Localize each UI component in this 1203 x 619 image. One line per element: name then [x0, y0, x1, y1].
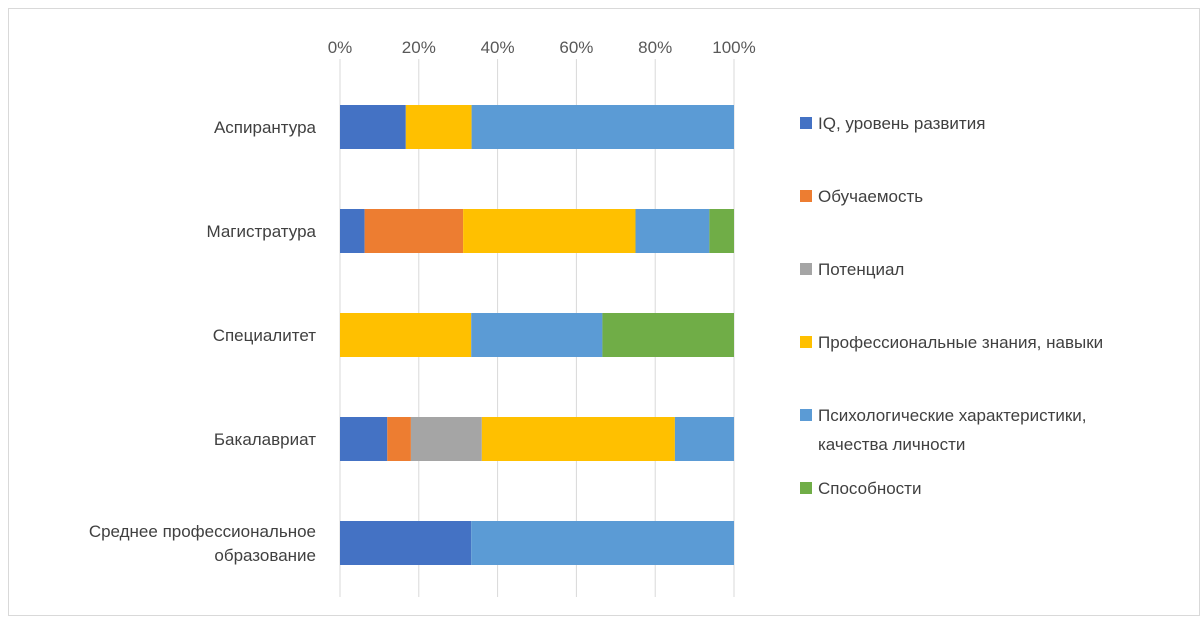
x-axis-tick-labels: 0% 20% 40% 60% 80% 100% [328, 38, 756, 57]
legend-label: Профессиональные знания, навыки [818, 328, 1103, 357]
bar-segment [481, 417, 675, 461]
legend-item: IQ, уровень развития [800, 109, 985, 138]
bar-segment [471, 521, 734, 565]
category-labels: Аспирантура Магистратура Специалитет Бакала… [89, 118, 317, 565]
x-tick-label: 40% [481, 38, 515, 57]
legend-label: Обучаемость [818, 182, 923, 211]
category-label: Среднее профессиональное образование [89, 522, 316, 565]
legend-item: Профессиональные знания, навыки [800, 328, 1103, 357]
legend-label-line: Профессиональные знания, навыки [818, 333, 1104, 352]
legend-item: Потенциал [800, 255, 904, 284]
bar-segment [340, 209, 365, 253]
legend-label-line: Способности [818, 479, 922, 498]
bar-segment [709, 209, 734, 253]
legend-label: IQ, уровень развития [818, 109, 985, 138]
x-tick-label: 0% [328, 38, 353, 57]
legend-label-line: Обучаемость [818, 187, 924, 206]
bar-segment [471, 105, 734, 149]
chart-area: 0% 20% 40% 60% 80% 100% Аспирантура Магистрату… [8, 8, 1200, 616]
bar-segment [340, 313, 472, 357]
bar-segment [340, 105, 406, 149]
category-label: Магистратура [206, 222, 316, 241]
bar-segment [405, 105, 472, 149]
bar-segment [364, 209, 464, 253]
legend-swatch [800, 190, 812, 202]
category-label: Аспирантура [214, 118, 317, 137]
bar-segment [471, 313, 603, 357]
x-tick-label: 100% [712, 38, 755, 57]
legend-label-line: IQ, уровень развития [818, 114, 986, 133]
x-tick-label: 60% [559, 38, 593, 57]
legend-swatch [800, 336, 812, 348]
legend-label-line: Потенциал [818, 260, 905, 279]
legend-label-line: качества личности [818, 435, 966, 454]
category-label: Специалитет [213, 326, 317, 345]
x-tick-label: 80% [638, 38, 672, 57]
bar-segment [635, 209, 710, 253]
stacked-bar-chart: 0% 20% 40% 60% 80% 100% Аспирантура Магистрату… [89, 38, 756, 597]
legend-swatch [800, 263, 812, 275]
bar-segment [387, 417, 411, 461]
legend-label: Психологические характеристики, качества … [818, 401, 1087, 459]
bar-segment [340, 521, 472, 565]
legend-swatch [800, 482, 812, 494]
legend-item: Психологические характеристики, качества … [800, 401, 1087, 459]
x-tick-label: 20% [402, 38, 436, 57]
category-label: Бакалавриат [214, 430, 316, 449]
legend-item: Способности [800, 474, 921, 503]
bars [340, 105, 734, 565]
bar-segment [674, 417, 734, 461]
legend-swatch [800, 409, 812, 421]
legend-swatch [800, 117, 812, 129]
legend-label: Способности [818, 474, 921, 503]
bar-segment [410, 417, 482, 461]
legend-label: Потенциал [818, 255, 904, 284]
bar-segment [602, 313, 734, 357]
bar-segment [340, 417, 388, 461]
bar-segment [463, 209, 636, 253]
legend-label-line: Психологические характеристики, [818, 406, 1087, 425]
legend-item: Обучаемость [800, 182, 923, 211]
